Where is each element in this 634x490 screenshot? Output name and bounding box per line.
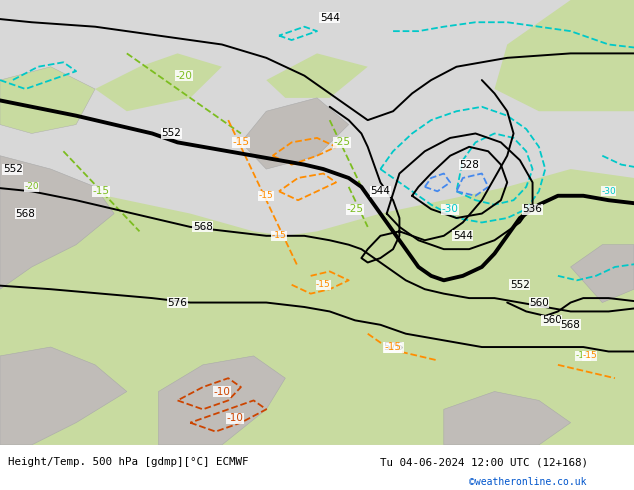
Polygon shape: [571, 245, 634, 302]
Text: -25: -25: [334, 137, 351, 147]
Text: Tu 04-06-2024 12:00 UTC (12+168): Tu 04-06-2024 12:00 UTC (12+168): [380, 457, 588, 467]
Text: 552: 552: [3, 164, 23, 174]
Text: -15: -15: [385, 342, 401, 352]
Polygon shape: [266, 53, 368, 98]
Polygon shape: [0, 67, 95, 133]
Text: 536: 536: [522, 204, 543, 214]
Polygon shape: [241, 98, 349, 169]
Polygon shape: [0, 0, 634, 445]
Polygon shape: [95, 53, 222, 111]
Polygon shape: [495, 0, 634, 111]
Text: 560: 560: [529, 297, 549, 308]
Text: 568: 568: [560, 320, 581, 330]
Text: -15: -15: [93, 186, 110, 196]
Polygon shape: [0, 169, 634, 445]
Polygon shape: [444, 392, 571, 445]
Text: -15: -15: [582, 351, 597, 361]
Text: 576: 576: [167, 297, 188, 308]
Text: Height/Temp. 500 hPa [gdmp][°C] ECMWF: Height/Temp. 500 hPa [gdmp][°C] ECMWF: [8, 457, 248, 467]
Text: -15: -15: [271, 231, 287, 240]
Text: -30: -30: [442, 204, 458, 214]
Text: 544: 544: [453, 231, 473, 241]
Text: -20: -20: [176, 71, 192, 81]
Polygon shape: [158, 356, 285, 445]
Text: 552: 552: [510, 280, 530, 290]
Text: -15: -15: [259, 191, 274, 200]
Polygon shape: [0, 156, 114, 289]
Text: 560: 560: [541, 316, 562, 325]
Text: -30: -30: [601, 187, 616, 196]
Text: -15: -15: [576, 351, 591, 361]
Text: 568: 568: [193, 222, 213, 232]
Text: 576: 576: [383, 342, 403, 352]
Text: 544: 544: [370, 186, 391, 196]
Text: ©weatheronline.co.uk: ©weatheronline.co.uk: [469, 477, 586, 487]
Polygon shape: [0, 347, 127, 445]
Text: 544: 544: [320, 13, 340, 23]
Text: -10: -10: [214, 387, 230, 396]
Text: -15: -15: [233, 137, 249, 147]
Text: 528: 528: [459, 160, 479, 170]
Text: -15: -15: [316, 280, 331, 289]
Text: 552: 552: [161, 128, 181, 139]
Text: 568: 568: [15, 209, 36, 219]
Text: -10: -10: [226, 413, 243, 423]
Text: -20: -20: [24, 182, 39, 192]
Text: -25: -25: [347, 204, 363, 214]
